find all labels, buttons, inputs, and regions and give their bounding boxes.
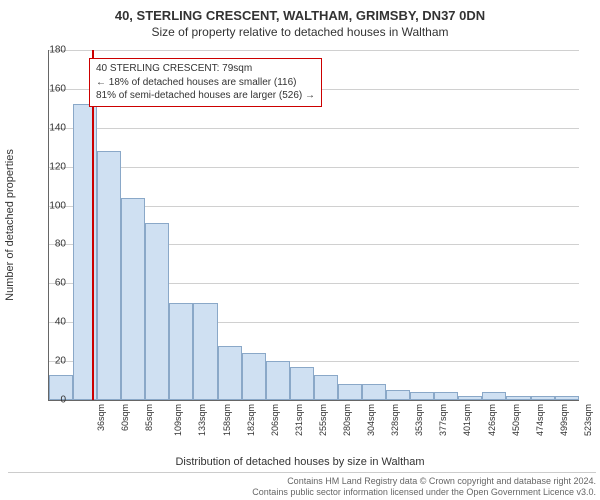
bar bbox=[506, 396, 530, 400]
x-tick-label: 158sqm bbox=[222, 404, 232, 436]
x-tick-label: 60sqm bbox=[120, 404, 130, 431]
x-tick-label: 499sqm bbox=[559, 404, 569, 436]
x-axis-label: Distribution of detached houses by size … bbox=[0, 456, 600, 468]
y-tick-label: 40 bbox=[38, 317, 66, 328]
bar bbox=[338, 384, 362, 400]
x-tick-label: 109sqm bbox=[173, 404, 183, 436]
x-tick-label: 133sqm bbox=[197, 404, 207, 436]
chart-container: 40, STERLING CRESCENT, WALTHAM, GRIMSBY,… bbox=[0, 0, 600, 500]
x-tick-label: 280sqm bbox=[342, 404, 352, 436]
bar bbox=[410, 392, 434, 400]
y-tick-label: 20 bbox=[38, 356, 66, 367]
bar bbox=[434, 392, 458, 400]
bar bbox=[531, 396, 555, 400]
x-tick-label: 182sqm bbox=[246, 404, 256, 436]
annotation-line1: 40 STERLING CRESCENT: 79sqm bbox=[96, 62, 315, 76]
bar bbox=[458, 396, 482, 400]
x-tick-label: 426sqm bbox=[487, 404, 497, 436]
y-tick-label: 0 bbox=[38, 395, 66, 406]
y-tick-label: 80 bbox=[38, 239, 66, 250]
y-tick-label: 160 bbox=[38, 83, 66, 94]
x-tick-label: 523sqm bbox=[583, 404, 593, 436]
bar bbox=[169, 303, 193, 400]
annotation-line2: ← 18% of detached houses are smaller (11… bbox=[96, 76, 315, 90]
bar bbox=[218, 346, 242, 400]
bar bbox=[97, 151, 121, 400]
x-tick-label: 231sqm bbox=[294, 404, 304, 436]
y-axis-label: Number of detached properties bbox=[4, 149, 16, 301]
y-tick-label: 100 bbox=[38, 200, 66, 211]
footer-line1: Contains HM Land Registry data © Crown c… bbox=[8, 476, 596, 488]
bar bbox=[266, 361, 290, 400]
x-tick-label: 255sqm bbox=[318, 404, 328, 436]
footer-line2: Contains public sector information licen… bbox=[8, 487, 596, 499]
x-tick-label: 85sqm bbox=[144, 404, 154, 431]
bar bbox=[290, 367, 314, 400]
footer: Contains HM Land Registry data © Crown c… bbox=[8, 472, 596, 499]
y-tick-label: 60 bbox=[38, 278, 66, 289]
bar bbox=[314, 375, 338, 400]
y-tick-label: 120 bbox=[38, 161, 66, 172]
bar bbox=[482, 392, 506, 400]
title-sub: Size of property relative to detached ho… bbox=[0, 23, 600, 39]
bar bbox=[386, 390, 410, 400]
x-tick-label: 353sqm bbox=[414, 404, 424, 436]
bar bbox=[242, 353, 266, 400]
chart-area: 40 STERLING CRESCENT: 79sqm ← 18% of det… bbox=[48, 50, 579, 401]
bar bbox=[193, 303, 217, 400]
x-tick-label: 328sqm bbox=[390, 404, 400, 436]
x-tick-label: 401sqm bbox=[462, 404, 472, 436]
annotation-line3: 81% of semi-detached houses are larger (… bbox=[96, 89, 315, 103]
annotation-box: 40 STERLING CRESCENT: 79sqm ← 18% of det… bbox=[89, 58, 322, 107]
y-tick-label: 180 bbox=[38, 45, 66, 56]
x-tick-label: 36sqm bbox=[96, 404, 106, 431]
y-tick-label: 140 bbox=[38, 122, 66, 133]
x-tick-label: 450sqm bbox=[511, 404, 521, 436]
bar bbox=[362, 384, 386, 400]
x-tick-label: 377sqm bbox=[438, 404, 448, 436]
bar bbox=[145, 223, 169, 400]
x-tick-label: 206sqm bbox=[270, 404, 280, 436]
bar bbox=[555, 396, 579, 400]
x-tick-label: 304sqm bbox=[366, 404, 376, 436]
bar bbox=[121, 198, 145, 400]
title-main: 40, STERLING CRESCENT, WALTHAM, GRIMSBY,… bbox=[0, 0, 600, 23]
x-tick-label: 474sqm bbox=[535, 404, 545, 436]
